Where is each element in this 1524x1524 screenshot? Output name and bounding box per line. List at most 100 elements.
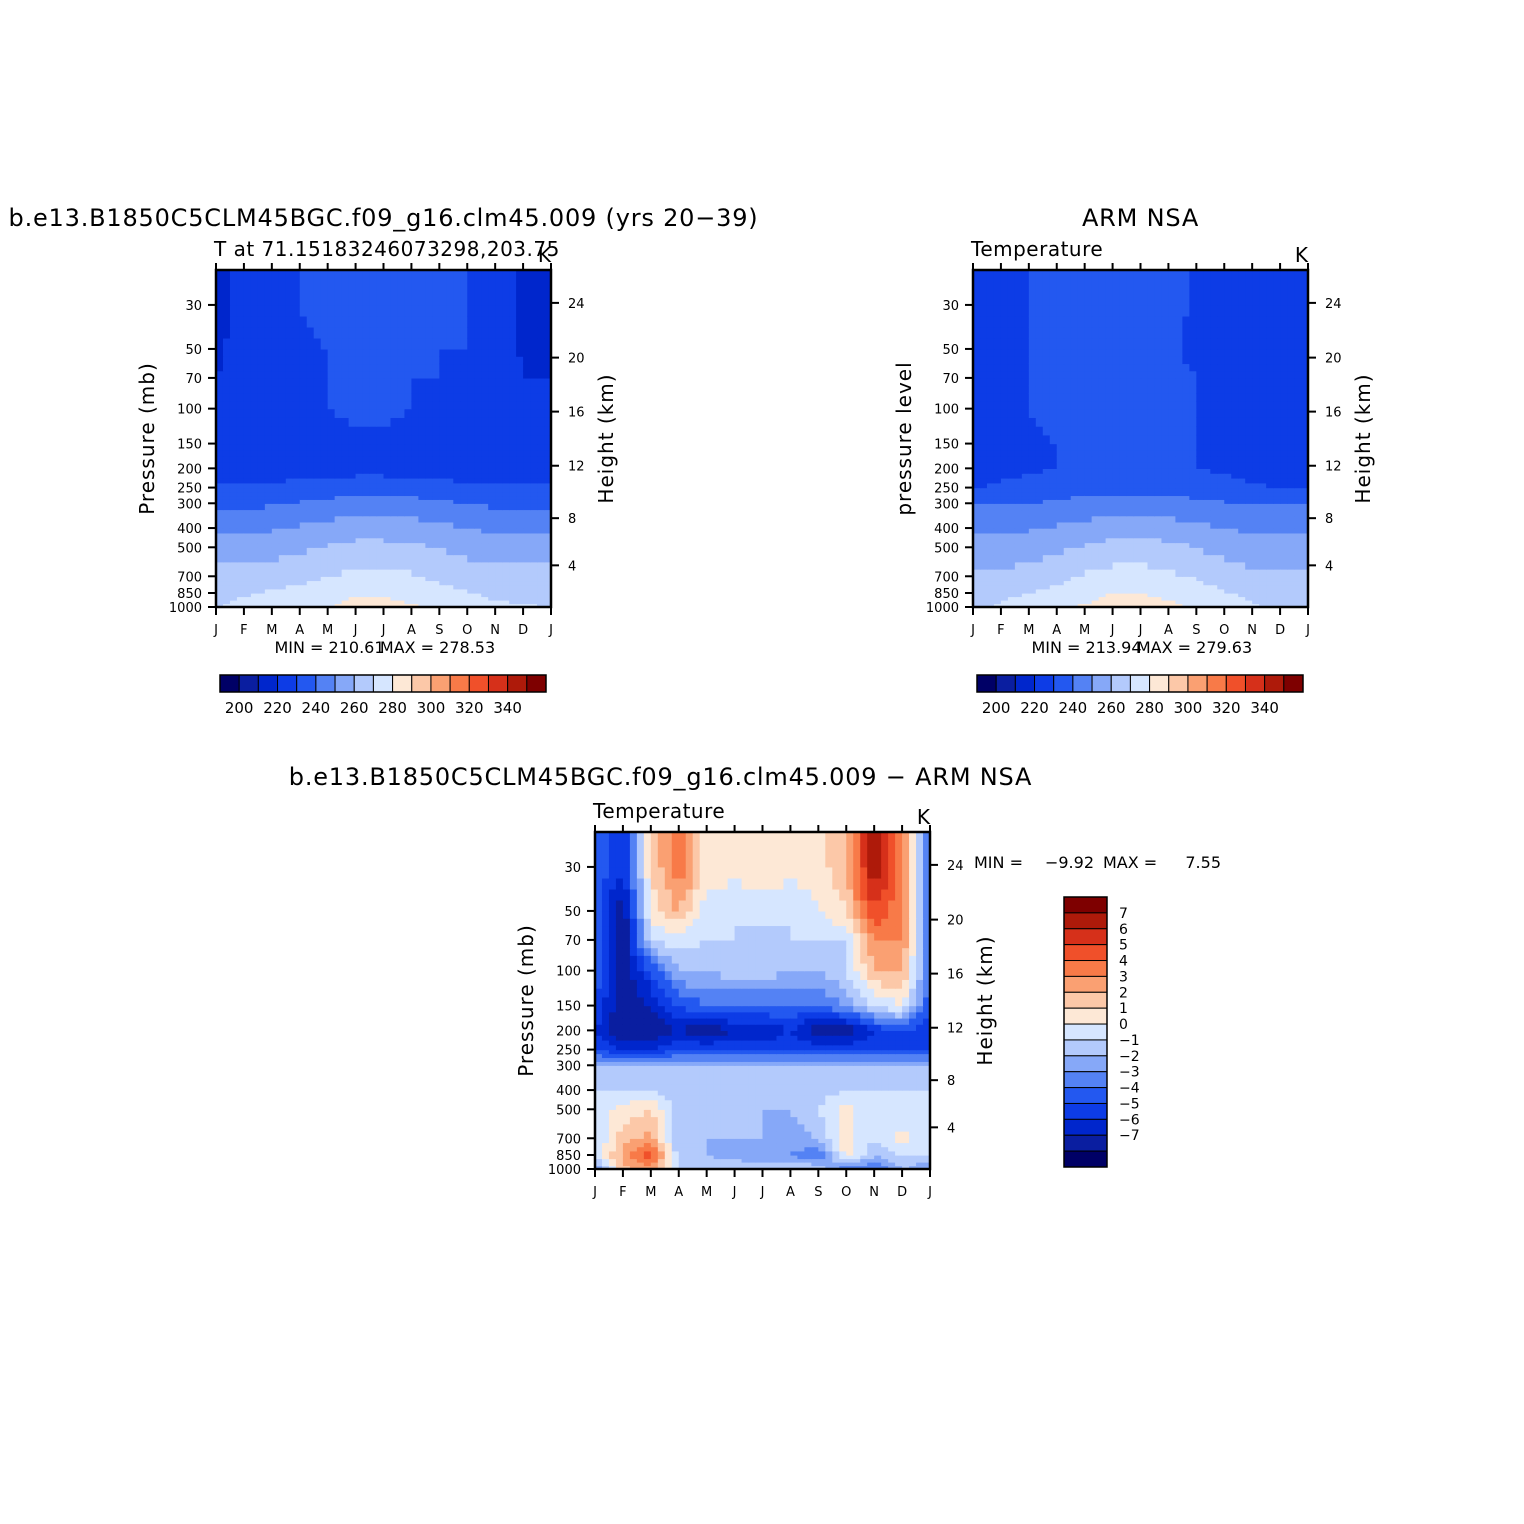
y2-tick-label: 24	[568, 297, 585, 312]
contour-cell	[1245, 370, 1253, 379]
contour-cell	[1175, 449, 1183, 457]
contour-cell	[1266, 569, 1274, 577]
contour-cell	[1042, 417, 1051, 427]
contour-cell	[1147, 588, 1156, 594]
contour-cell	[1224, 315, 1232, 328]
contour-cell	[1287, 561, 1295, 570]
contour-cell	[404, 315, 413, 328]
contour-cell	[1301, 596, 1308, 601]
contour-cell	[643, 1155, 652, 1160]
contour-cell	[1007, 473, 1016, 479]
contour-cell	[1238, 509, 1246, 517]
contour-cell	[481, 385, 489, 394]
contour-cell	[1238, 528, 1246, 534]
contour-cell	[278, 304, 287, 317]
contour-cell	[629, 1158, 638, 1163]
contour-cell	[250, 400, 259, 410]
contour-cell	[1182, 542, 1190, 548]
contour-cell	[362, 509, 371, 517]
contour-cell	[432, 547, 440, 556]
contour-cell	[222, 426, 231, 436]
contour-cell	[523, 532, 531, 539]
contour-cell	[243, 385, 252, 394]
contour-cell	[467, 315, 475, 328]
contour-cell	[1056, 487, 1065, 493]
contour-cell	[446, 588, 454, 594]
contour-cell	[1105, 393, 1114, 402]
contour-cell	[1056, 600, 1065, 605]
contour-cell	[362, 532, 371, 539]
contour-cell	[1231, 377, 1239, 387]
contour-cell	[1238, 487, 1246, 493]
contour-cell	[1189, 509, 1197, 517]
contour-cell	[1105, 487, 1114, 493]
contour-cell	[1231, 400, 1239, 410]
contour-cell	[222, 473, 231, 479]
contour-cell	[285, 499, 294, 504]
contour-cell	[502, 356, 510, 365]
contour-cell	[1182, 363, 1190, 372]
contour-cell	[488, 596, 496, 601]
contour-cell	[973, 547, 981, 556]
contour-cell	[320, 356, 329, 365]
contour-cell	[257, 554, 266, 563]
contour-cell	[432, 554, 440, 563]
contour-cell	[467, 426, 475, 436]
contour-cell	[1070, 482, 1079, 489]
contour-cell	[1077, 363, 1086, 372]
contour-cell	[1035, 580, 1044, 586]
contour-cell	[411, 561, 419, 570]
contour-cell	[1161, 487, 1170, 493]
contour-cell	[411, 593, 419, 598]
contour-cell	[516, 482, 524, 489]
contour-cell	[418, 443, 426, 451]
contour-cell	[986, 482, 995, 489]
contour-cell	[1154, 270, 1163, 306]
colorbar-label: 280	[378, 699, 407, 717]
contour-cell	[993, 482, 1002, 489]
contour-cell	[467, 547, 475, 556]
contour-cell	[1021, 547, 1030, 556]
contour-cell	[1112, 593, 1121, 598]
contour-cell	[1224, 443, 1232, 451]
contour-cell	[390, 270, 399, 306]
contour-cell	[1252, 377, 1260, 387]
contour-cell	[334, 468, 343, 474]
contour-cell	[418, 468, 426, 474]
contour-cell	[523, 426, 531, 436]
contour-cell	[993, 487, 1002, 493]
contour-cell	[292, 434, 301, 445]
contour-cell	[299, 561, 308, 570]
contour-cell	[1287, 356, 1295, 365]
contour-cell	[1168, 542, 1176, 548]
contour-cell	[453, 385, 461, 394]
contour-cell	[1189, 603, 1197, 607]
contour-cell	[271, 596, 280, 601]
contour-cell	[446, 377, 454, 387]
contour-cell	[1140, 434, 1149, 445]
contour-cell	[1182, 304, 1190, 317]
contour-cell	[229, 304, 238, 317]
contour-cell	[376, 408, 385, 418]
contour-cell	[1175, 584, 1183, 590]
contour-cell	[1091, 370, 1100, 379]
contour-cell	[973, 576, 981, 582]
contour-cell	[1105, 455, 1114, 463]
contour-cell	[453, 449, 461, 457]
contour-cell	[376, 487, 385, 493]
contour-cell	[1203, 370, 1211, 379]
contour-cell	[313, 270, 322, 306]
contour-cell	[362, 426, 371, 436]
contour-cell	[530, 304, 538, 317]
contour-cell	[993, 356, 1002, 365]
contour-cell	[1014, 542, 1023, 548]
contour-cell	[1098, 326, 1107, 339]
contour-cell	[1252, 400, 1260, 410]
contour-cell	[362, 491, 371, 497]
contour-cell	[1280, 408, 1288, 418]
contour-cell	[1035, 356, 1044, 365]
contour-cell	[404, 603, 413, 607]
contour-cell	[285, 393, 294, 402]
contour-cell	[537, 304, 545, 317]
contour-cell	[1070, 569, 1079, 577]
